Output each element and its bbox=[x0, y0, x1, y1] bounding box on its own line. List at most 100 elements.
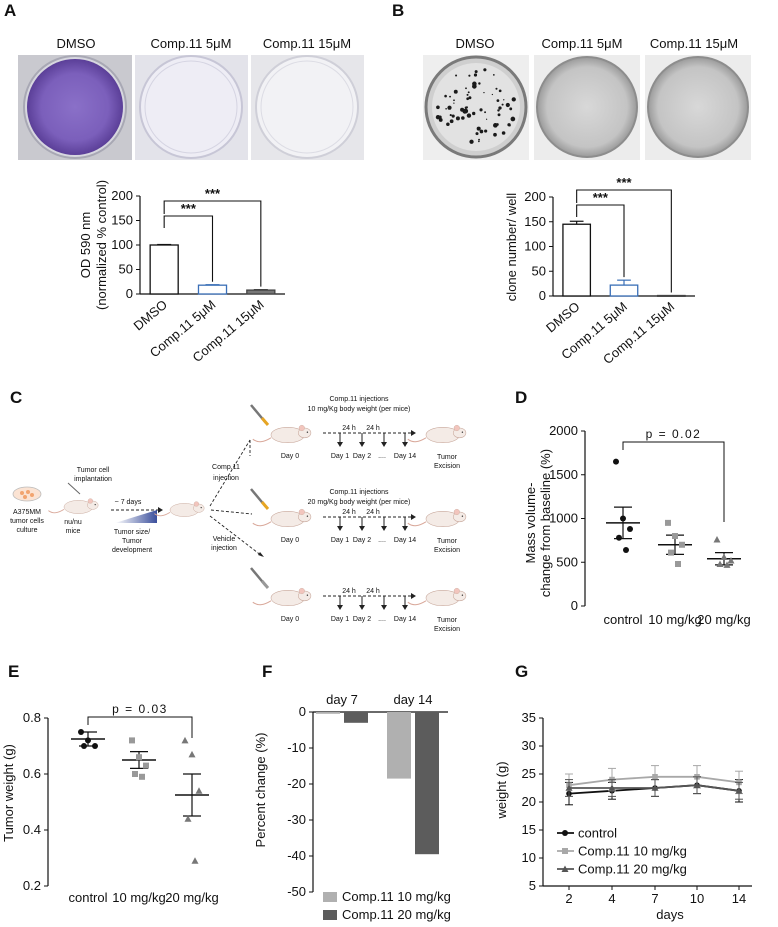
D-ytick-label: 2000 bbox=[549, 423, 578, 438]
day14-label: Day 14 bbox=[394, 537, 416, 544]
days-label: ~ 7 days bbox=[115, 499, 142, 506]
E-data-point bbox=[78, 729, 84, 735]
mouse-tail bbox=[407, 437, 427, 443]
colony-well-dmso bbox=[432, 63, 520, 151]
dose-arrowhead bbox=[381, 442, 387, 447]
colony-dot bbox=[493, 132, 497, 137]
h24-label: 24 h bbox=[366, 588, 380, 595]
B-ytick-label: 100 bbox=[524, 239, 546, 254]
mouse-tail bbox=[252, 521, 272, 527]
F-bar bbox=[344, 712, 368, 723]
B-bar bbox=[609, 284, 639, 297]
mouse-tail bbox=[252, 600, 272, 606]
mouse-eye bbox=[461, 594, 464, 596]
mouse-tail bbox=[252, 437, 272, 443]
G-ytick-label: 35 bbox=[522, 710, 536, 725]
excision-label-1: Tumor bbox=[437, 454, 458, 461]
B-bar bbox=[562, 223, 592, 297]
D-category-label: 20 mg/kg bbox=[697, 612, 750, 627]
colony-dot bbox=[446, 122, 450, 127]
colony-dots bbox=[435, 68, 516, 144]
B-sig-bracket bbox=[576, 204, 625, 278]
E-category-label: control bbox=[68, 890, 107, 905]
h24-label: 24 h bbox=[342, 509, 356, 516]
panel-a-letter: A bbox=[4, 1, 16, 20]
D-data-point bbox=[627, 526, 633, 532]
mouse-icon bbox=[252, 508, 312, 527]
A-sig-label: *** bbox=[205, 186, 221, 201]
B-sig-label: *** bbox=[593, 190, 609, 205]
G-data-point bbox=[608, 784, 616, 791]
D-data-point bbox=[616, 534, 622, 541]
D-data-point bbox=[716, 560, 724, 567]
G-data-point bbox=[652, 774, 658, 780]
D-ytick-label: 0 bbox=[571, 598, 578, 613]
D-ytick-label: 1500 bbox=[549, 467, 578, 482]
F-ytick-label: -10 bbox=[287, 740, 306, 755]
colony-dot bbox=[445, 107, 447, 110]
colony-dot bbox=[501, 131, 506, 135]
mouse-ear bbox=[193, 501, 199, 507]
mouse-ear bbox=[298, 424, 305, 432]
dose-arrowhead bbox=[402, 526, 408, 531]
cells-label-2: tumor cells bbox=[10, 518, 44, 525]
colony-dot bbox=[496, 99, 500, 103]
implant-label-2: implantation bbox=[74, 476, 112, 483]
mouse-eye bbox=[94, 504, 96, 506]
D-data-point bbox=[672, 533, 678, 539]
dose-arrowhead bbox=[359, 526, 365, 531]
comp-injection-label-2: injection bbox=[213, 475, 239, 482]
panel-b-letter: B bbox=[392, 1, 404, 20]
A-ylabel: OD 590 nm bbox=[78, 212, 93, 278]
E-category-label: 20 mg/kg bbox=[165, 890, 218, 905]
mouse-icon bbox=[252, 587, 312, 606]
colony-dot bbox=[479, 108, 483, 112]
mouse-ear bbox=[87, 498, 93, 504]
panel-a-images: DMSO Comp.11 5μM Comp.11 15μM bbox=[18, 36, 364, 160]
mouse-ear bbox=[298, 508, 305, 516]
B-ylabel: clone number/ well bbox=[504, 193, 519, 301]
panel-b-image-label-15um: Comp.11 15μM bbox=[650, 36, 738, 51]
colony-dot bbox=[449, 119, 454, 124]
arm1-header-1: Comp.11 injections bbox=[329, 396, 389, 403]
tumor-label-1: Tumor size/ bbox=[114, 529, 150, 536]
colony-dot bbox=[453, 89, 458, 94]
E-data-point bbox=[85, 737, 91, 744]
dose-arrowhead bbox=[381, 526, 387, 531]
dots-label: .... bbox=[378, 537, 386, 544]
colony-dot bbox=[486, 118, 488, 120]
F-bar bbox=[415, 712, 439, 855]
B-ytick-label: 0 bbox=[539, 288, 546, 303]
colony-dot bbox=[483, 68, 487, 72]
day1-label: Day 1 bbox=[331, 616, 349, 623]
colony-dot bbox=[449, 114, 452, 117]
E-data-point bbox=[139, 773, 145, 780]
B-sig-label: *** bbox=[616, 175, 632, 190]
G-data-point bbox=[651, 784, 659, 791]
colony-dot bbox=[465, 87, 467, 90]
cells-label-3: culture bbox=[16, 527, 37, 534]
A-bar bbox=[246, 289, 276, 295]
colony-dot bbox=[484, 111, 487, 114]
E-ytick-label: 0.6 bbox=[23, 766, 41, 781]
mouse-icon bbox=[407, 424, 467, 443]
G-xtick-label: 10 bbox=[690, 891, 704, 906]
A-bar bbox=[197, 284, 228, 295]
colony-dot bbox=[453, 99, 455, 102]
E-data-point bbox=[195, 787, 203, 794]
colony-dot bbox=[466, 93, 469, 96]
day2-label: Day 2 bbox=[353, 616, 371, 623]
A-ytick-label: 100 bbox=[111, 237, 133, 252]
E-data-point bbox=[184, 815, 192, 822]
G-ytick-label: 25 bbox=[522, 766, 536, 781]
E-data-point bbox=[92, 743, 98, 749]
day2-label: Day 2 bbox=[353, 537, 371, 544]
D-data-point bbox=[679, 541, 685, 548]
G-legend-marker bbox=[561, 865, 569, 872]
E-data-point bbox=[136, 754, 142, 761]
D-data-point bbox=[623, 547, 629, 553]
colony-dot bbox=[475, 132, 479, 136]
A-sig-label: *** bbox=[181, 201, 197, 216]
mouse-tail bbox=[407, 521, 427, 527]
